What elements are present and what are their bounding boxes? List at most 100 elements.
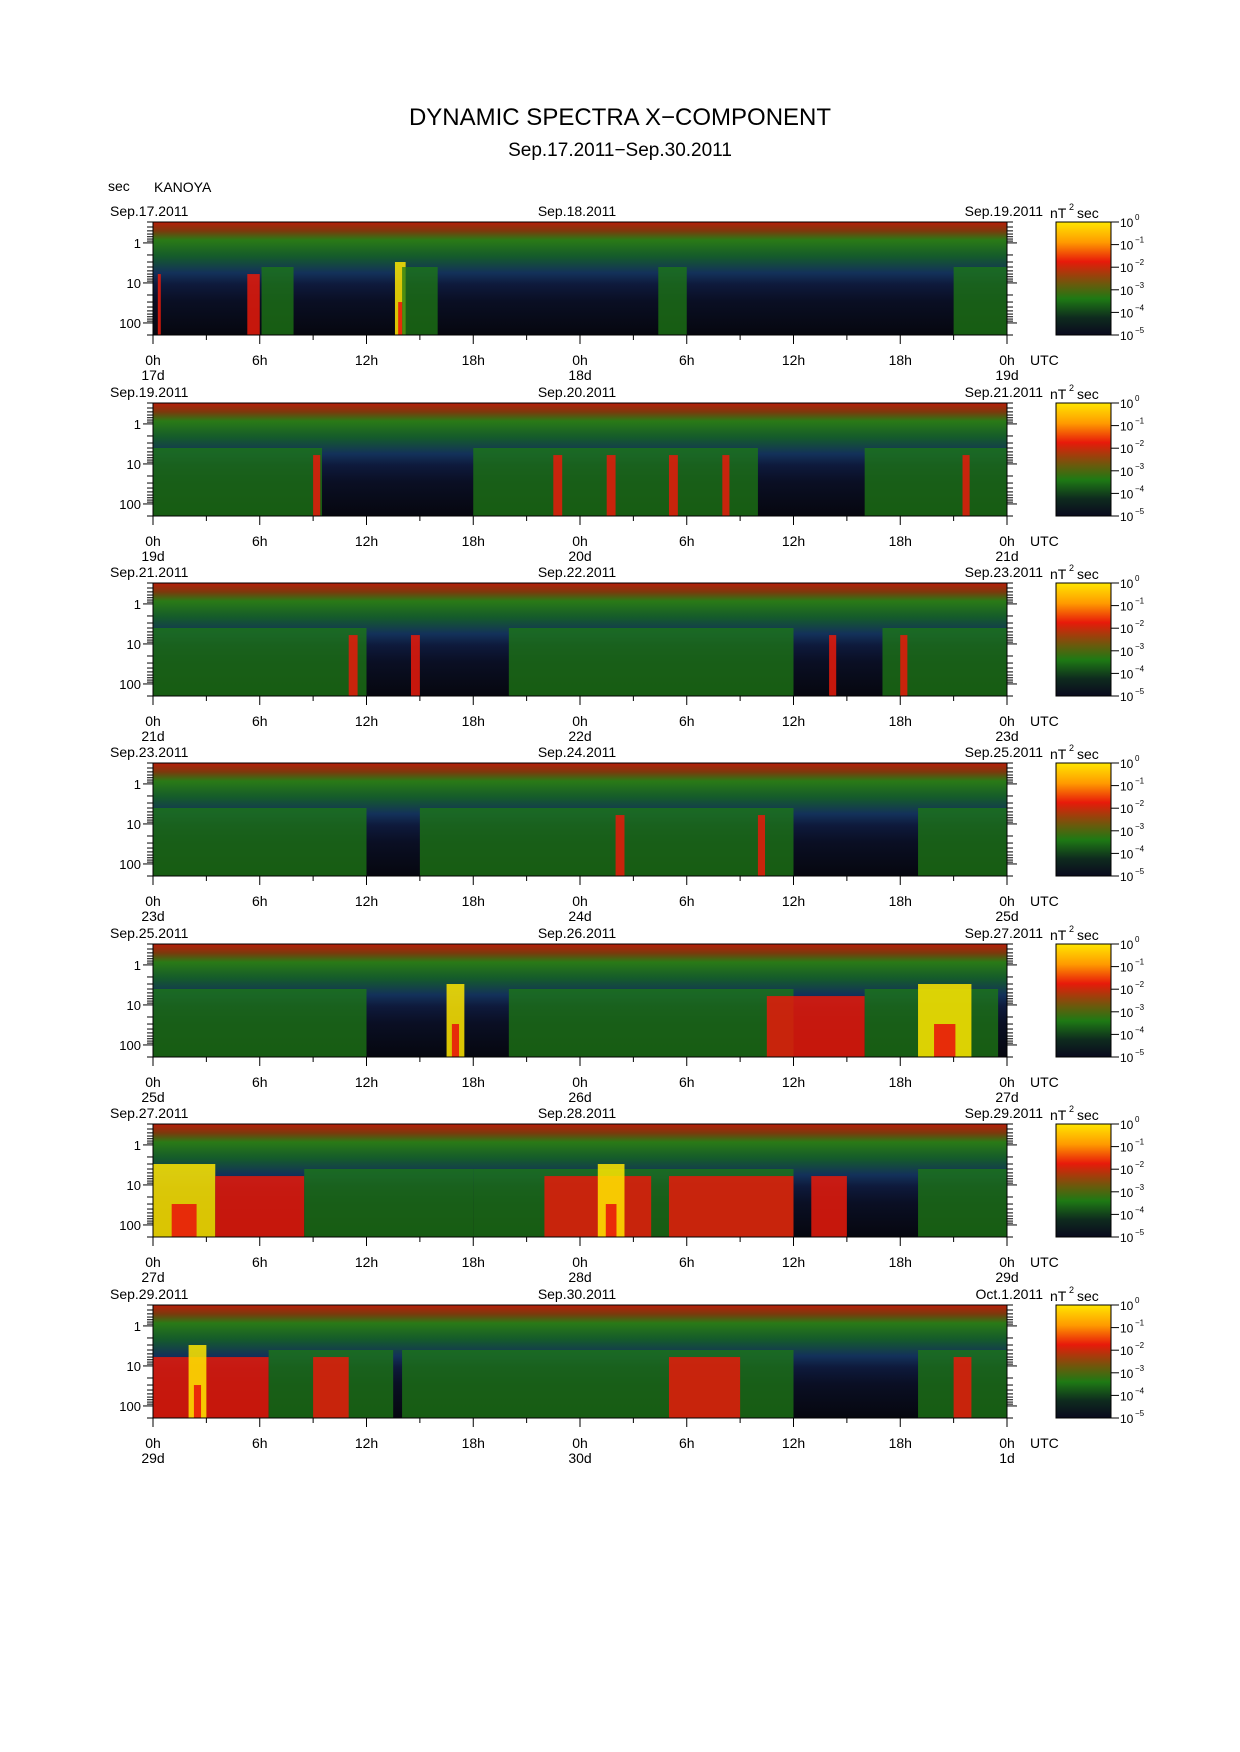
x-tick-label: 12h (355, 533, 378, 549)
colorbar-tick-label: 10 (1120, 1367, 1134, 1381)
colorbar-unit-suffix: sec (1077, 386, 1099, 402)
spectrum-burst (615, 815, 625, 876)
date-label-mid: Sep.22.2011 (538, 564, 617, 580)
colorbar-tick-exponent: −1 (1135, 236, 1145, 245)
colorbar-tick-exponent: −3 (1135, 1003, 1145, 1012)
x-tick-label: 12h (355, 713, 378, 729)
colorbar-tick-exponent: −1 (1135, 1319, 1145, 1328)
colorbar-tick-exponent: 0 (1135, 394, 1140, 403)
colorbar-tick-exponent: −1 (1135, 958, 1145, 967)
spectrum-burst (313, 455, 321, 516)
chart-subtitle: Sep.17.2011−Sep.30.2011 (508, 140, 732, 161)
colorbar-tick-label: 10 (1120, 1412, 1134, 1426)
day-label: 18d (568, 367, 591, 383)
spectrogram-background (153, 222, 1007, 335)
date-label-right: Sep.29.2011 (965, 1105, 1044, 1121)
colorbar-tick-label: 10 (1120, 600, 1134, 614)
x-unit-label: UTC (1030, 713, 1059, 729)
colorbar-tick-label: 10 (1120, 420, 1134, 434)
day-label: 22d (568, 728, 591, 744)
x-tick-label: 0h (572, 893, 588, 909)
x-tick-label: 0h (145, 1074, 161, 1090)
date-label-right: Sep.27.2011 (965, 925, 1044, 941)
x-tick-label: 0h (145, 1254, 161, 1270)
spectrum-burst (153, 628, 367, 696)
chart-title: DYNAMIC SPECTRA X−COMPONENT (408, 104, 832, 131)
spectrum-burst (553, 455, 563, 516)
x-tick-label: 0h (999, 1254, 1015, 1270)
day-label: 21d (141, 728, 164, 744)
colorbar-unit-suffix: sec (1077, 566, 1099, 582)
colorbar-unit-suffix: sec (1077, 1107, 1099, 1123)
colorbar-unit-label: nT (1050, 205, 1067, 221)
x-tick-label: 0h (572, 352, 588, 368)
colorbar-tick-label: 10 (1120, 1344, 1134, 1358)
x-tick-label: 18h (462, 352, 485, 368)
spectra-panel-4: Sep.23.2011 Sep.24.2011 Sep.25.2011 nT 2 sec 1… (110, 743, 1145, 924)
x-tick-label: 18h (462, 893, 485, 909)
x-unit-label: UTC (1030, 1435, 1059, 1451)
colorbar-tick-exponent: −2 (1135, 1341, 1145, 1350)
colorbar-tick-label: 10 (1120, 1231, 1134, 1245)
colorbar-tick-exponent: −5 (1135, 1409, 1145, 1418)
x-tick-label: 6h (679, 352, 695, 368)
colorbar-tick-exponent: −1 (1135, 777, 1145, 786)
spectrum-burst (668, 1357, 741, 1418)
spectrum-burst (918, 808, 1007, 876)
y-tick-label: 100 (119, 1038, 141, 1053)
day-label: 27d (141, 1269, 164, 1285)
colorbar-tick-exponent: −2 (1135, 799, 1145, 808)
y-tick-label: 1 (134, 1319, 141, 1334)
colorbar-tick-label: 10 (1120, 825, 1134, 839)
spectrum-burst (446, 984, 465, 1057)
colorbar-tick-label: 10 (1120, 1118, 1134, 1132)
colorbar-tick-label: 10 (1120, 284, 1134, 298)
x-tick-label: 0h (145, 713, 161, 729)
spectrum-burst (829, 635, 837, 696)
spectrum-burst (962, 455, 970, 516)
colorbar-tick-label: 10 (1120, 329, 1134, 343)
spectrum-burst (953, 1357, 972, 1418)
colorbar-tick-exponent: −3 (1135, 822, 1145, 831)
day-label: 19d (995, 367, 1018, 383)
colorbar (1055, 943, 1112, 1058)
spectrum-burst (658, 267, 687, 335)
y-unit-label: sec (108, 178, 130, 194)
spectra-panel-3: Sep.21.2011 Sep.22.2011 Sep.23.2011 nT 2 sec 1… (110, 563, 1145, 744)
colorbar-tick-label: 10 (1120, 1141, 1134, 1155)
x-tick-label: 0h (145, 533, 161, 549)
colorbar-unit-label: nT (1050, 386, 1067, 402)
x-tick-label: 18h (889, 352, 912, 368)
colorbar-tick-exponent: −2 (1135, 439, 1145, 448)
spectrum-burst (419, 808, 794, 876)
spectrum-burst (402, 267, 438, 335)
x-tick-label: 0h (999, 1074, 1015, 1090)
colorbar-tick-label: 10 (1120, 487, 1134, 501)
colorbar-tick-label: 10 (1120, 1389, 1134, 1403)
date-label-left: Sep.17.2011 (110, 203, 189, 219)
colorbar-tick-exponent: −2 (1135, 980, 1145, 989)
spectrum-burst (394, 262, 406, 335)
x-tick-label: 0h (572, 533, 588, 549)
x-tick-label: 6h (252, 352, 268, 368)
colorbar-unit-suffix: sec (1077, 205, 1099, 221)
y-tick-label: 1 (134, 777, 141, 792)
colorbar-tick-label: 10 (1120, 1208, 1134, 1222)
colorbar-tick-exponent: −4 (1135, 484, 1145, 493)
colorbar-unit-suffix: sec (1077, 746, 1099, 762)
spectrum-burst (157, 274, 161, 335)
x-tick-label: 12h (355, 1254, 378, 1270)
day-label: 27d (995, 1089, 1018, 1105)
x-tick-label: 6h (679, 1435, 695, 1451)
colorbar-tick-label: 10 (1120, 757, 1134, 771)
day-label: 23d (141, 908, 164, 924)
colorbar-tick-exponent: 0 (1135, 213, 1140, 222)
colorbar (1055, 762, 1112, 877)
colorbar-tick-exponent: −4 (1135, 1205, 1145, 1214)
day-label: 30d (568, 1450, 591, 1466)
y-tick-label: 1 (134, 958, 141, 973)
day-label: 17d (141, 367, 164, 383)
x-tick-label: 6h (252, 1254, 268, 1270)
x-tick-label: 6h (252, 533, 268, 549)
day-label: 26d (568, 1089, 591, 1105)
